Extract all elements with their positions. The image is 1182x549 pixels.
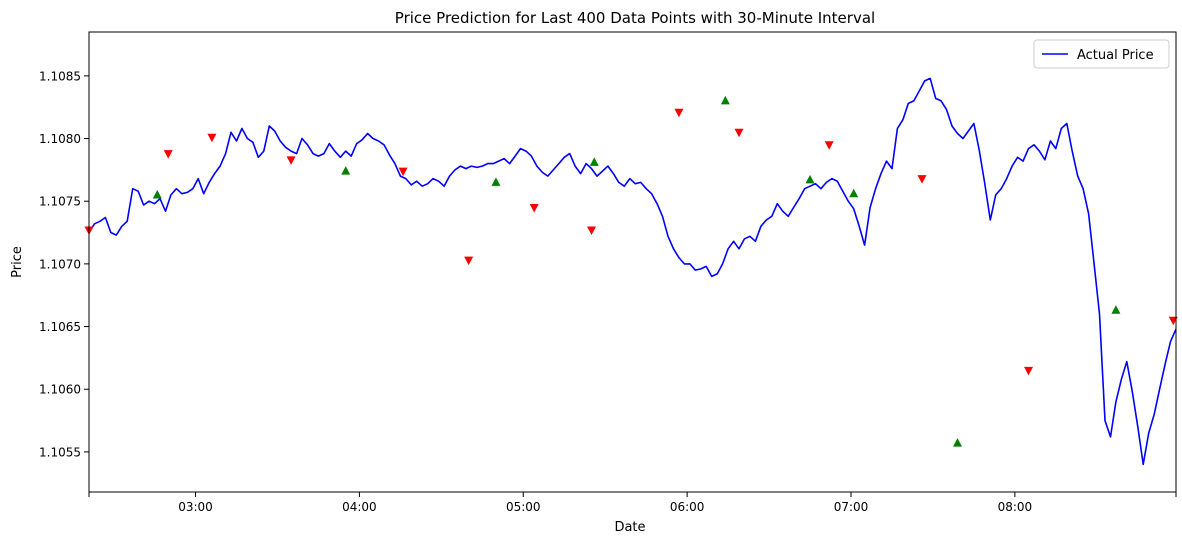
buy-marker-1 xyxy=(152,189,162,199)
x-tick-label-5: 07:00 xyxy=(834,500,869,514)
sell-marker-3 xyxy=(207,133,217,143)
legend-box xyxy=(1033,39,1170,69)
buy-marker-2 xyxy=(341,166,351,175)
chart-title: Price Prediction for Last 400 Data Point… xyxy=(395,9,875,27)
x-tick-label-1: 03:00 xyxy=(178,500,213,514)
sell-marker-4 xyxy=(286,156,296,165)
sell-marker-5 xyxy=(398,167,408,177)
y-tick-label-2: 1.1060 xyxy=(39,383,81,397)
sell-marker-9 xyxy=(674,108,684,118)
buy-marker-4 xyxy=(589,157,599,166)
buy-marker-6 xyxy=(805,174,815,184)
x-axis: 03:00 04:00 05:00 06:00 07:00 08:00 xyxy=(88,492,1177,514)
axes-frame xyxy=(88,31,1177,493)
buy-marker-8 xyxy=(953,438,963,447)
buy-marker-3 xyxy=(491,177,501,186)
buy-marker-5 xyxy=(720,95,730,105)
legend-label-actual-price: Actual Price xyxy=(1077,48,1154,63)
series-line-actual-price xyxy=(88,77,1177,466)
sell-marker-13 xyxy=(1024,366,1034,376)
plot-area xyxy=(84,77,1178,466)
sell-marker-10 xyxy=(734,128,744,138)
y-tick-label-4: 1.1070 xyxy=(39,257,81,271)
sell-marker-7 xyxy=(529,203,539,213)
y-tick-label-1: 1.1055 xyxy=(39,445,81,459)
sell-marker-12 xyxy=(917,175,927,184)
x-tick-label-3: 05:00 xyxy=(506,500,541,514)
y-tick-label-6: 1.1080 xyxy=(39,132,81,146)
y-tick-label-5: 1.1075 xyxy=(39,195,81,209)
y-tick-label-7: 1.1085 xyxy=(39,69,81,83)
sell-marker-8 xyxy=(587,226,597,236)
legend: Actual Price xyxy=(1033,39,1170,69)
x-axis-label: Date xyxy=(614,520,645,535)
buy-marker-9 xyxy=(1111,305,1121,314)
x-tick-label-2: 04:00 xyxy=(342,500,377,514)
buy-marker-7 xyxy=(849,188,859,198)
x-tick-label-6: 08:00 xyxy=(998,500,1033,514)
sell-marker-11 xyxy=(824,141,834,150)
sell-marker-2 xyxy=(163,150,173,159)
y-axis-label: Price xyxy=(10,246,25,278)
sell-marker-6 xyxy=(464,256,474,266)
y-tick-label-3: 1.1065 xyxy=(39,320,81,334)
x-tick-label-4: 06:00 xyxy=(670,500,705,514)
y-axis: 1.1055 1.1060 1.1065 1.1070 1.1075 1.1080 1.10… xyxy=(39,69,89,459)
